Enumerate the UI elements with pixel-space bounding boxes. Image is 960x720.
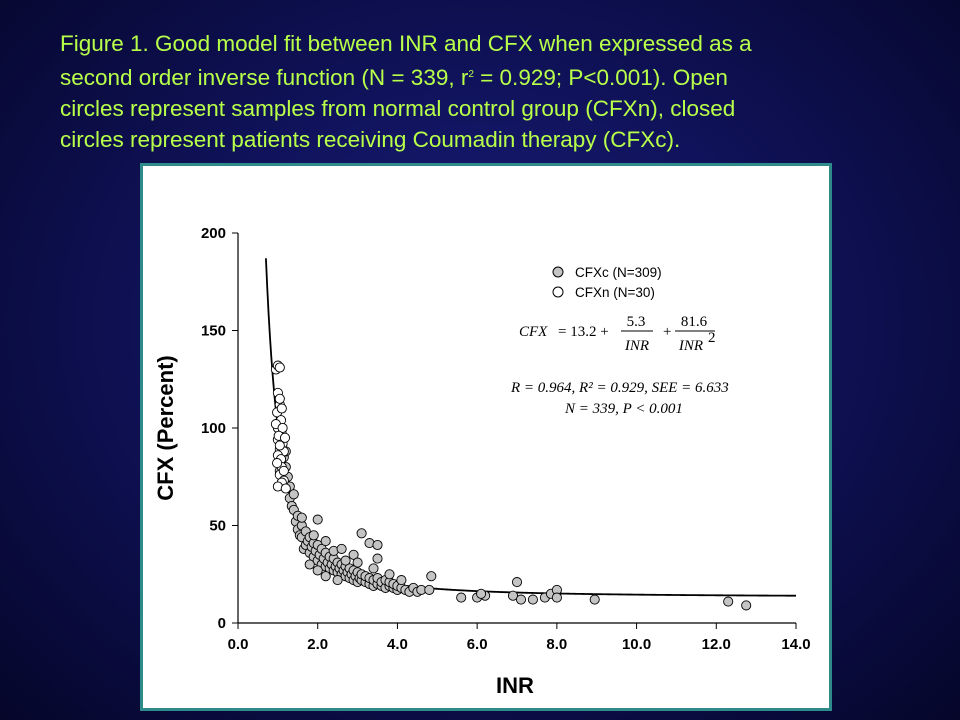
x-tick-label: 2.0	[307, 636, 328, 653]
closed-circle-point	[288, 489, 299, 500]
closed-circle-point	[312, 565, 323, 576]
legend: CFXc (N=309) CFXn (N=30)	[552, 265, 662, 300]
closed-circle-point	[340, 555, 351, 566]
closed-circle-point	[384, 569, 395, 580]
open-circle-point	[272, 458, 283, 469]
closed-circle-point	[515, 594, 527, 605]
equation-lhs: CFX	[519, 324, 548, 340]
caption-line-1: Figure 1. Good model fit between INR and…	[60, 31, 752, 56]
open-circle-point	[274, 393, 285, 404]
closed-circle-point	[304, 559, 315, 570]
closed-circle-point	[507, 590, 519, 601]
closed-circle-point	[589, 594, 600, 605]
y-tick-label: 150	[201, 323, 226, 340]
x-tick-label: 10.0	[622, 636, 651, 653]
y-tick-label: 0	[218, 615, 226, 632]
legend-label-cfxc: CFXc (N=309)	[575, 265, 662, 280]
closed-circle-point	[336, 543, 347, 554]
closed-circle-point	[312, 514, 323, 525]
open-circle-point	[278, 465, 289, 476]
y-tick-label: 50	[209, 518, 226, 535]
closed-circle-point	[723, 596, 734, 607]
equation-num2: 81.6	[681, 314, 708, 330]
figure-caption: Figure 1. Good model fit between INR and…	[60, 28, 920, 155]
closed-circle-point	[527, 594, 538, 605]
equation-den2: INR	[678, 338, 703, 354]
closed-circle-point	[396, 575, 407, 586]
caption-line-4: circles represent patients receiving Cou…	[60, 127, 681, 152]
equation-den2-exponent: 2	[708, 330, 716, 346]
x-tick-label: 4.0	[387, 636, 408, 653]
x-axis-title: INR	[496, 673, 534, 698]
equation-intercept: = 13.2 +	[558, 324, 609, 340]
stats-line-1: R = 0.964, R² = 0.929, SEE = 6.633	[510, 380, 729, 396]
closed-circle-point	[372, 539, 383, 551]
closed-circle-point	[348, 549, 359, 560]
closed-circle-point	[352, 557, 363, 568]
closed-circle-point	[511, 577, 523, 588]
fit-curve-group	[265, 258, 797, 597]
open-circle-point	[274, 362, 285, 373]
x-tick-label: 14.0	[781, 636, 810, 653]
open-circle-point	[276, 403, 287, 414]
x-tick-label: 8.0	[546, 636, 567, 653]
open-circle-point	[279, 432, 291, 443]
fit-curve	[265, 258, 797, 597]
caption-line-2a: second order inverse function (N = 339, …	[60, 65, 469, 90]
closed-circle-point	[424, 584, 435, 595]
fit-equation: CFX = 13.2 + 5.3 INR + 81.6 INR 2 R = 0.…	[510, 314, 729, 417]
closed-circle-point	[368, 563, 379, 574]
open-circle-point	[274, 440, 285, 451]
data-points	[270, 360, 752, 611]
caption-line-3: circles represent samples from normal co…	[60, 96, 736, 121]
open-circle-point	[280, 483, 291, 494]
closed-circle-point	[356, 528, 367, 539]
chart-panel: 0.0 2.0 4.0 6.0 8.0 10.0 12.0 14.0 0 50 100 150 200 …	[140, 163, 832, 711]
scatter-chart: 0.0 2.0 4.0 6.0 8.0 10.0 12.0 14.0050100150200 …	[153, 225, 811, 698]
closed-circle-point	[296, 512, 307, 523]
closed-circle-point	[456, 592, 467, 603]
x-tick-label: 12.0	[702, 636, 731, 653]
y-tick-label: 100	[201, 420, 226, 437]
closed-circle-point	[372, 553, 383, 564]
caption-line-2b: = 0.929; P<0.001). Open	[473, 65, 728, 90]
closed-circle-point	[551, 592, 562, 603]
legend-marker-open	[552, 286, 564, 298]
axes: 0.0 2.0 4.0 6.0 8.0 10.0 12.0 14.0 0 50 100 150 200	[201, 225, 811, 653]
closed-circle-point	[320, 536, 331, 547]
y-axis-title: CFX (Percent)	[153, 355, 178, 500]
equation-num1: 5.3	[627, 314, 646, 330]
x-tick-label: 0.0	[228, 636, 249, 653]
closed-circle-point	[476, 588, 487, 599]
closed-circle-point	[741, 600, 752, 611]
closed-circle-point	[426, 571, 437, 582]
closed-circle-point	[332, 575, 343, 586]
stats-line-2: N = 339, P < 0.001	[564, 401, 683, 417]
closed-circle-point	[308, 530, 319, 541]
legend-label-cfxn: CFXn (N=30)	[575, 285, 655, 300]
legend-marker-closed	[552, 266, 564, 278]
y-tick-label: 200	[201, 225, 226, 242]
closed-circle-point	[320, 571, 331, 582]
equation-plus: +	[663, 324, 671, 340]
equation-den1: INR	[624, 338, 649, 354]
x-tick-label: 6.0	[467, 636, 488, 653]
caption-superscript: 2	[468, 69, 474, 80]
